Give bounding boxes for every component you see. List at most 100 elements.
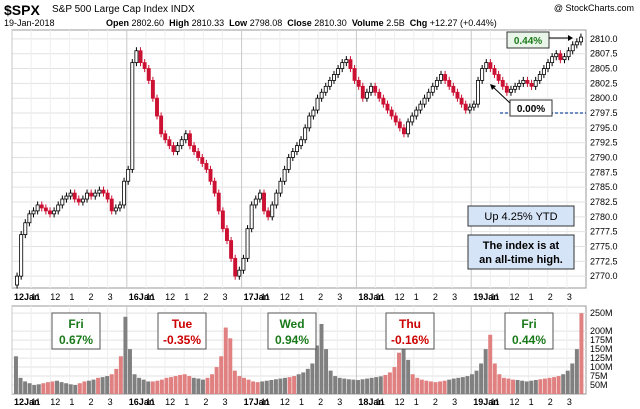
price-tick-label: 2810.0 [590, 34, 618, 44]
quote-line: Open 2802.60 High 2810.33 Low 2798.08 Cl… [106, 18, 497, 28]
price-tick-label: 2782.5 [590, 197, 618, 207]
volume-bar [232, 370, 237, 394]
volume-bar [369, 377, 374, 394]
volume-time-axis-label: 3 [222, 397, 227, 407]
time-axis-label: 3 [452, 292, 457, 302]
candle-body [406, 121, 411, 135]
volume-time-axis-label: 12 [280, 397, 290, 407]
candle-body [393, 115, 398, 123]
time-axis-label: 3 [108, 292, 113, 302]
price-tick-label: 2800.0 [590, 93, 618, 103]
candle-body [130, 62, 135, 170]
volume-bar [474, 370, 479, 394]
day-change-day: Tue [172, 317, 193, 331]
candle-body [389, 109, 394, 117]
candle-body [492, 68, 497, 75]
time-axis-label: 1 [69, 292, 74, 302]
candle-body [578, 36, 583, 43]
candle-body [278, 180, 283, 194]
candle-body [155, 97, 159, 117]
day-change-pct: 0.44% [512, 333, 546, 347]
volume-bar [128, 349, 132, 394]
candle-body [299, 139, 304, 147]
candle-body [196, 151, 201, 158]
volume-bar [579, 313, 584, 394]
candle-body [504, 85, 509, 93]
volume-bar [570, 363, 575, 394]
candle-body [237, 269, 242, 277]
candle-body [266, 210, 271, 218]
time-axis-label: 17Jan [244, 292, 270, 302]
volume-bar [470, 374, 474, 394]
day-change-box [267, 312, 317, 350]
volume-bar [169, 377, 173, 394]
low-label: Low [229, 18, 248, 28]
candle-body [447, 80, 452, 87]
volume-time-axis-label: 2 [89, 397, 94, 407]
time-axis-label: 11 [376, 292, 385, 302]
candle-body [348, 59, 353, 69]
volume-bar [273, 379, 278, 394]
candle-body [89, 192, 94, 197]
candle-body [159, 115, 164, 135]
volume-bar [324, 349, 329, 394]
volume-tick-label: 100M [590, 362, 613, 372]
volume-bar [365, 378, 370, 394]
candle-body [212, 180, 217, 194]
candle-body [286, 157, 291, 170]
volume-tick-label: 125M [590, 353, 613, 363]
candle-body [85, 192, 89, 200]
candle-body [517, 82, 522, 87]
description-text: S&P 500 Large Cap Index [52, 4, 169, 15]
volume-bar [182, 374, 187, 394]
candle-body [426, 91, 431, 99]
volume-bar [59, 382, 64, 394]
price-tick-label: 2792.5 [590, 138, 618, 148]
candle-body [56, 204, 61, 212]
volume-time-axis-label: 3 [337, 397, 342, 407]
pct-top-arrowhead [568, 35, 573, 41]
candle-body [529, 82, 534, 87]
volume-bar [479, 363, 484, 394]
candle-body [443, 74, 448, 81]
candle-body [35, 204, 40, 212]
time-axis-label: 11 [261, 292, 270, 302]
candle-body [229, 240, 234, 259]
volume-bar [552, 377, 557, 394]
candle-body [311, 109, 316, 117]
volume-bar [242, 377, 246, 394]
candle-body [410, 115, 415, 123]
volume-bar [255, 382, 260, 394]
all-time-high-line1: The index is at [483, 240, 560, 252]
candle-body [558, 53, 563, 61]
candle-body [451, 85, 456, 93]
day-change-box [504, 312, 554, 350]
time-axis-label: 12 [165, 292, 175, 302]
price-tick-label: 2790.0 [590, 153, 618, 163]
volume-bar [292, 376, 297, 394]
candle-body [340, 62, 345, 69]
candle-body [521, 80, 526, 84]
candle-body [385, 103, 390, 111]
candle-body [150, 80, 155, 99]
candle-body [401, 127, 406, 135]
volume-bar [438, 381, 443, 394]
volume-bar [150, 381, 155, 394]
candle-body [117, 204, 122, 209]
price-tick-label: 2797.5 [590, 108, 618, 118]
volume-bar [465, 376, 470, 394]
candle-body [290, 151, 295, 158]
pct-zero-arrow [491, 85, 511, 104]
low-value: 2798.08 [249, 18, 283, 28]
volume-bar [187, 376, 192, 394]
volume-bar [492, 363, 497, 394]
candle-body [294, 145, 299, 152]
quote-date: 19-Jan-2018 [4, 18, 55, 28]
volume-bar [483, 349, 488, 394]
volume-bar [214, 367, 219, 394]
candle-body [459, 97, 464, 105]
time-axis-label: 11 [146, 292, 155, 302]
volume-bar [64, 383, 69, 394]
volume-bar [497, 374, 502, 394]
volume-bar [383, 374, 388, 394]
